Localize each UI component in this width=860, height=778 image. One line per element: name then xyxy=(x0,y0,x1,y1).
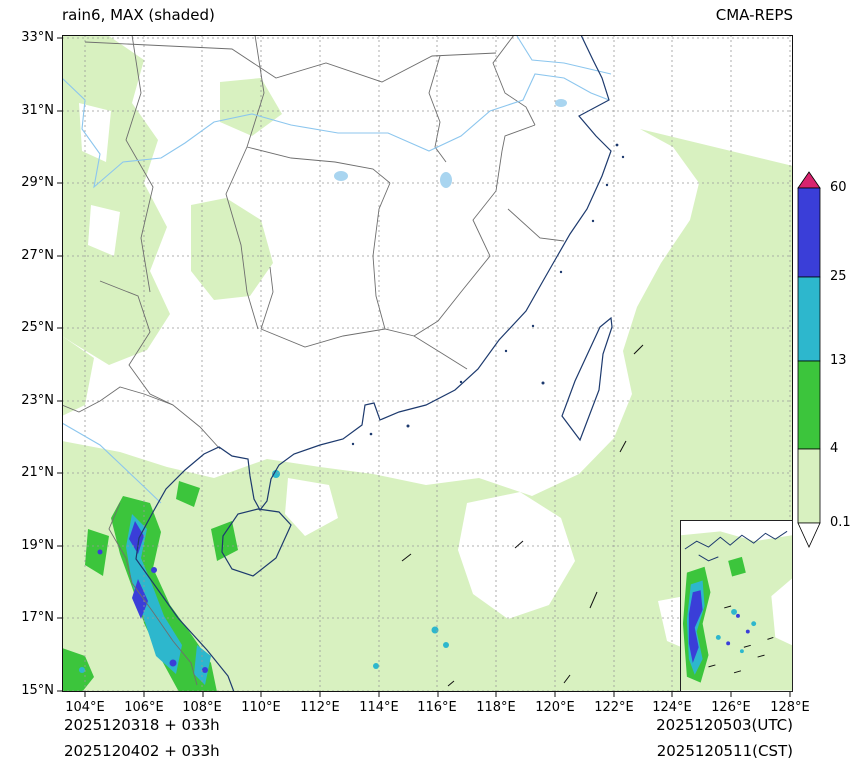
lon-tick: 120°E xyxy=(535,700,575,715)
coastal-islands xyxy=(351,143,625,446)
map-canvas xyxy=(62,35,793,692)
rivers xyxy=(62,35,612,504)
hainan-island xyxy=(221,508,292,577)
lat-tick: 19°N xyxy=(21,538,54,553)
lon-tick: 112°E xyxy=(300,700,340,715)
lon-tick: 118°E xyxy=(476,700,516,715)
coastline xyxy=(135,35,613,692)
inset-canvas xyxy=(681,530,792,691)
colorbar-band-green xyxy=(797,360,821,450)
lat-tick: 27°N xyxy=(21,248,54,263)
lat-tick: 23°N xyxy=(21,393,54,408)
lat-tick: 31°N xyxy=(21,103,54,118)
lon-tick: 128°E xyxy=(770,700,810,715)
lat-tick: 29°N xyxy=(21,175,54,190)
lakes xyxy=(334,99,567,188)
valid-time-cst: 2025120511(CST) xyxy=(656,742,793,760)
lat-tick: 15°N xyxy=(21,683,54,698)
province-borders xyxy=(62,35,565,686)
colorbar-arrow-bottom xyxy=(797,522,821,548)
lon-tick: 126°E xyxy=(711,700,751,715)
colorbar-label: 13 xyxy=(830,353,847,368)
colorbar-label: 60 xyxy=(830,180,847,195)
contour-dashes xyxy=(401,344,709,687)
plot-title: rain6, MAX (shaded) xyxy=(62,6,215,24)
lat-tick: 25°N xyxy=(21,320,54,335)
lon-tick: 104°E xyxy=(65,700,105,715)
lat-tick: 17°N xyxy=(21,610,54,625)
lon-tick: 106°E xyxy=(124,700,164,715)
colorbar-band-cyan xyxy=(797,276,821,362)
lat-tick: 33°N xyxy=(21,30,54,45)
colorbar-label: 4 xyxy=(830,441,839,456)
colorbar-band-blue xyxy=(797,187,821,278)
valid-time-utc: 2025120503(UTC) xyxy=(656,716,793,734)
colorbar-band-pale xyxy=(797,448,821,524)
lat-tick: 21°N xyxy=(21,465,54,480)
lon-tick: 110°E xyxy=(241,700,281,715)
lon-tick: 124°E xyxy=(652,700,692,715)
colorbar xyxy=(797,171,821,548)
map-area xyxy=(62,35,793,692)
colorbar-label: 25 xyxy=(830,269,847,284)
lon-tick: 114°E xyxy=(359,700,399,715)
lon-tick: 116°E xyxy=(417,700,457,715)
model-label: CMA-REPS xyxy=(715,6,793,24)
colorbar-label: 0.1 xyxy=(830,515,851,530)
lon-tick: 108°E xyxy=(182,700,222,715)
init-time-line2: 2025120402 + 033h xyxy=(64,742,220,760)
init-time-line1: 2025120318 + 033h xyxy=(64,716,220,734)
inset-map xyxy=(680,520,793,692)
taiwan-island xyxy=(561,316,613,442)
colorbar-arrow-top xyxy=(797,171,821,189)
lon-tick: 122°E xyxy=(594,700,634,715)
